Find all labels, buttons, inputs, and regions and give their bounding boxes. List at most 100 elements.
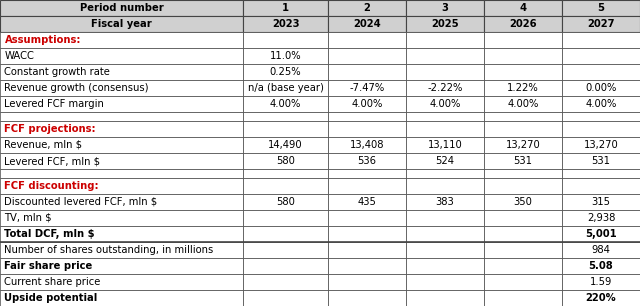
Bar	[0, 80, 243, 96]
Text: Discounted levered FCF, mln $: Discounted levered FCF, mln $	[4, 197, 157, 207]
Text: 3: 3	[442, 3, 449, 13]
Bar	[484, 274, 562, 290]
Bar	[243, 121, 328, 137]
Bar	[484, 80, 562, 96]
Text: 531: 531	[591, 156, 611, 166]
Bar	[406, 112, 484, 121]
Text: 4.00%: 4.00%	[429, 99, 461, 109]
Bar	[243, 64, 328, 80]
Bar	[562, 178, 640, 194]
Bar	[484, 290, 562, 306]
Bar	[406, 96, 484, 112]
Text: 580: 580	[276, 156, 295, 166]
Bar	[406, 169, 484, 178]
Text: TV, mln $: TV, mln $	[4, 213, 52, 223]
Text: 2024: 2024	[353, 19, 381, 29]
Bar	[328, 258, 406, 274]
Bar	[562, 194, 640, 210]
Text: 0.25%: 0.25%	[270, 67, 301, 77]
Bar	[484, 32, 562, 48]
Bar	[328, 121, 406, 137]
Bar	[562, 258, 640, 274]
Text: Constant growth rate: Constant growth rate	[4, 67, 110, 77]
Bar	[328, 242, 406, 258]
Text: 13,270: 13,270	[506, 140, 540, 150]
Text: 315: 315	[591, 197, 611, 207]
Text: 5: 5	[598, 3, 605, 13]
Text: WACC: WACC	[4, 51, 35, 61]
Bar	[406, 32, 484, 48]
Text: -7.47%: -7.47%	[349, 83, 385, 93]
Bar	[328, 178, 406, 194]
Bar	[406, 290, 484, 306]
Bar	[243, 226, 328, 242]
Bar	[328, 226, 406, 242]
Text: 13,110: 13,110	[428, 140, 462, 150]
Text: 0.00%: 0.00%	[586, 83, 617, 93]
Bar	[484, 242, 562, 258]
Bar	[562, 210, 640, 226]
Bar	[406, 242, 484, 258]
Text: Levered FCF margin: Levered FCF margin	[4, 99, 104, 109]
Bar	[243, 32, 328, 48]
Bar	[328, 137, 406, 153]
Text: 1: 1	[282, 3, 289, 13]
Text: Fiscal year: Fiscal year	[92, 19, 152, 29]
Text: 2: 2	[364, 3, 371, 13]
Bar	[562, 16, 640, 32]
Bar	[328, 96, 406, 112]
Bar	[562, 169, 640, 178]
Text: 531: 531	[513, 156, 532, 166]
Text: 220%: 220%	[586, 293, 616, 303]
Bar	[406, 194, 484, 210]
Bar	[243, 258, 328, 274]
Bar	[243, 178, 328, 194]
Text: 2,938: 2,938	[587, 213, 615, 223]
Bar	[484, 194, 562, 210]
Bar	[406, 121, 484, 137]
Text: 4: 4	[520, 3, 527, 13]
Bar	[328, 64, 406, 80]
Bar	[243, 0, 328, 16]
Text: FCF discounting:: FCF discounting:	[4, 181, 99, 191]
Text: 383: 383	[436, 197, 454, 207]
Bar	[484, 16, 562, 32]
Bar	[562, 242, 640, 258]
Bar	[562, 137, 640, 153]
Text: Upside potential: Upside potential	[4, 293, 98, 303]
Bar	[484, 48, 562, 64]
Bar	[484, 137, 562, 153]
Text: 4.00%: 4.00%	[270, 99, 301, 109]
Bar	[406, 16, 484, 32]
Bar	[243, 153, 328, 169]
Text: 13,270: 13,270	[584, 140, 618, 150]
Bar	[562, 112, 640, 121]
Bar	[0, 137, 243, 153]
Bar	[328, 16, 406, 32]
Bar	[243, 274, 328, 290]
Bar	[0, 96, 243, 112]
Bar	[0, 242, 243, 258]
Bar	[484, 121, 562, 137]
Text: Revenue, mln $: Revenue, mln $	[4, 140, 83, 150]
Bar	[406, 210, 484, 226]
Text: 536: 536	[358, 156, 376, 166]
Text: 4.00%: 4.00%	[586, 99, 617, 109]
Bar	[328, 274, 406, 290]
Bar	[562, 32, 640, 48]
Bar	[0, 258, 243, 274]
Bar	[0, 32, 243, 48]
Text: Revenue growth (consensus): Revenue growth (consensus)	[4, 83, 149, 93]
Bar	[562, 64, 640, 80]
Text: 2023: 2023	[272, 19, 300, 29]
Text: 11.0%: 11.0%	[270, 51, 301, 61]
Bar	[562, 290, 640, 306]
Bar	[0, 169, 243, 178]
Bar	[484, 64, 562, 80]
Bar	[0, 290, 243, 306]
Bar	[243, 210, 328, 226]
Text: 2025: 2025	[431, 19, 459, 29]
Bar	[0, 0, 243, 16]
Bar	[562, 226, 640, 242]
Bar	[0, 153, 243, 169]
